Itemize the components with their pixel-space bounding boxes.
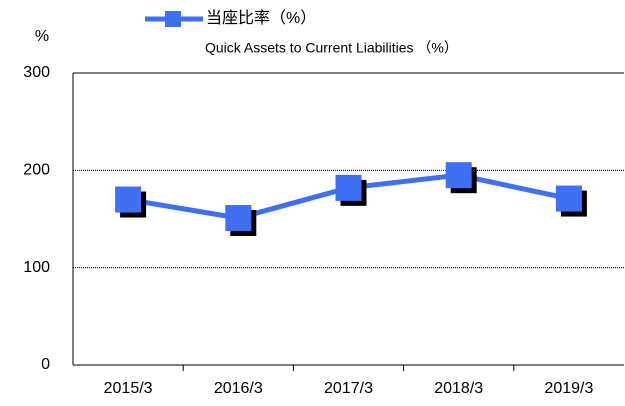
marker: [445, 162, 472, 189]
marker: [225, 205, 252, 232]
marker: [335, 174, 362, 201]
marker: [115, 186, 142, 213]
x-tick-label: 2015/3: [104, 380, 153, 397]
marker: [555, 185, 582, 212]
y-axis-label: %: [35, 28, 49, 45]
x-tick-label: 2016/3: [214, 380, 263, 397]
y-tick-label: 200: [23, 162, 50, 179]
x-tick-label: 2017/3: [324, 380, 373, 397]
legend-label: 当座比率（%）: [206, 9, 316, 27]
x-tick-label: 2018/3: [434, 380, 483, 397]
y-tick-label: 0: [41, 356, 50, 373]
legend-subtitle: Quick Assets to Current Liabilities （%）: [205, 40, 458, 56]
y-tick-label: 300: [23, 64, 50, 81]
x-tick-label: 2019/3: [544, 380, 593, 397]
legend-marker: [165, 11, 181, 27]
y-tick-label: 100: [23, 259, 50, 276]
